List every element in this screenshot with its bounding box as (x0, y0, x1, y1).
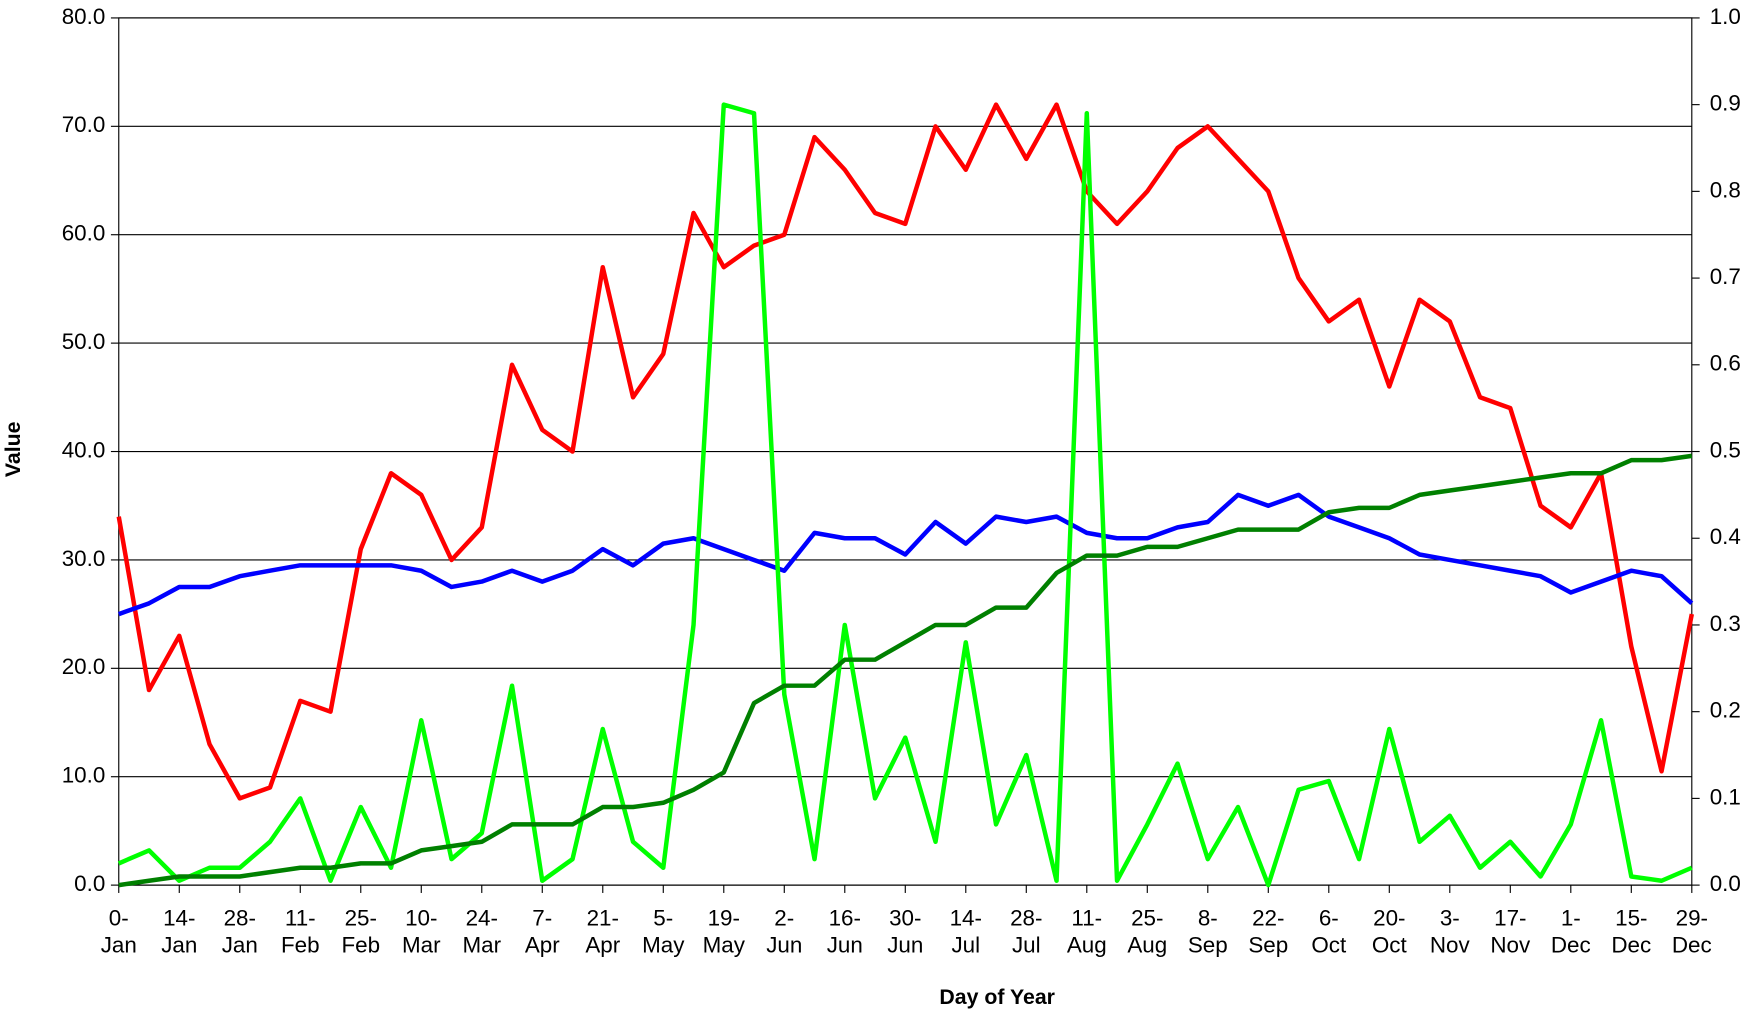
x-tick-label: 25-Aug (1127, 906, 1168, 958)
x-axis-title: Day of Year (939, 985, 1055, 1010)
y2-tick-label: 0.3 (1710, 611, 1741, 636)
y-tick-label: 60.0 (62, 221, 106, 246)
y2-tick-label: 0.2 (1710, 698, 1741, 723)
y-tick-label: 20.0 (62, 654, 106, 679)
y-tick-label: 40.0 (62, 437, 106, 462)
y2-tick-label: 0.5 (1710, 437, 1741, 462)
x-tick-label: 28-Jan (221, 906, 258, 958)
y2-tick-label: 0.4 (1710, 524, 1741, 549)
x-tick-label: 28-Jul (1010, 906, 1043, 958)
x-tick-label: 19-May (702, 906, 745, 958)
y-tick-label: 50.0 (62, 329, 106, 354)
x-tick-label: 24-Mar (462, 906, 502, 958)
x-tick-label: 22-Sep (1248, 906, 1289, 958)
x-tick-label: 14-Jul (949, 906, 982, 958)
y2-tick-label: 0.1 (1710, 784, 1741, 809)
y-tick-label: 30.0 (62, 546, 106, 571)
x-tick-label: 8-Sep (1187, 906, 1228, 958)
x-tick-label: 0-Jan (100, 906, 137, 958)
x-tick-label: 7-Apr (524, 906, 560, 958)
x-tick-label: 6-Oct (1311, 906, 1347, 958)
x-tick-label: 11-Feb (280, 906, 320, 958)
series-line (116, 102, 1695, 801)
y2-tick-label: 0.7 (1710, 264, 1741, 289)
x-tick-label: 15-Dec (1611, 906, 1652, 958)
x-tick-label: 3-Nov (1429, 906, 1470, 958)
plot-frame (118, 17, 1693, 886)
y-tick-label: 80.0 (62, 4, 106, 29)
x-tick-label: 14-Jan (161, 906, 198, 958)
x-tick-label: 1-Dec (1550, 906, 1591, 958)
x-tick-label: 20-Oct (1371, 906, 1407, 958)
y-tick-label: 0.0 (74, 871, 105, 896)
y-tick-label: 70.0 (62, 112, 106, 137)
y2-tick-label: 0.9 (1710, 91, 1741, 116)
x-tick-label: 30-Jun (887, 906, 924, 958)
x-tick-label: 11-Aug (1066, 906, 1107, 958)
x-tick-label: 5-May (642, 906, 685, 958)
y2-tick-label: 0.8 (1710, 177, 1741, 202)
y2-tick-label: 0.0 (1710, 871, 1741, 896)
y-tick-label: 10.0 (62, 763, 106, 788)
series-line (118, 453, 1693, 888)
x-tick-label: 16-Jun (826, 906, 863, 958)
series-line (118, 492, 1694, 617)
x-tick-label: 21-Apr (585, 906, 621, 958)
x-tick-label: 29-Dec (1671, 906, 1712, 958)
x-tick-label: 17-Nov (1490, 906, 1531, 958)
x-tick-label: 2-Jun (766, 906, 803, 958)
x-tick-label: 10-Mar (401, 906, 441, 958)
x-tick-label: 25-Feb (341, 906, 381, 958)
y2-tick-label: 0.6 (1710, 351, 1741, 376)
y-axis-title: Value (2, 421, 26, 478)
series-line (117, 102, 1693, 888)
y2-tick-label: 1.0 (1710, 4, 1741, 29)
